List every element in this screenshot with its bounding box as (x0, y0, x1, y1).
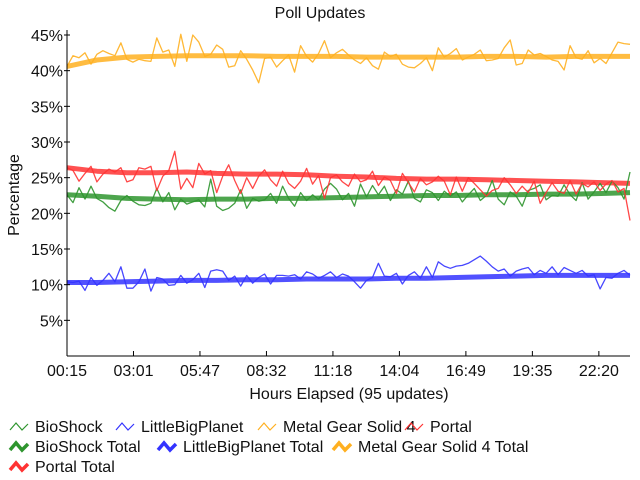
littlebigplanet-line (66, 255, 631, 292)
series-layer (66, 33, 631, 292)
x-tick-label: 22:20 (579, 363, 619, 380)
legend-label: Portal Total (35, 459, 115, 476)
portal-line (66, 150, 631, 221)
x-tick-label: 00:15 (47, 363, 87, 380)
metal-gear-solid-4-line (66, 33, 631, 84)
legend-label: Metal Gear Solid 4 Total (358, 439, 528, 456)
chart-title: Poll Updates (275, 5, 366, 22)
x-tick-label: 19:35 (512, 363, 552, 380)
legend-item: Metal Gear Solid 4 Total (331, 439, 528, 456)
y-tick-label: 15% (31, 242, 63, 259)
legend-item: Portal (404, 419, 472, 436)
portal-total-line (66, 165, 631, 186)
legend-swatch-icon (115, 422, 135, 431)
legend: BioShock LittleBigPlanet Metal Gear Solid … (8, 419, 528, 476)
x-axis-label: Hours Elapsed (95 updates) (249, 386, 448, 403)
x-tick-label: 14:04 (379, 363, 419, 380)
y-tick-label: 40% (31, 64, 63, 81)
y-tick-label: 5% (40, 313, 63, 330)
y-axis-label: Percentage (6, 154, 23, 236)
legend-label: Metal Gear Solid 4 (283, 419, 416, 436)
legend-label: LittleBigPlanet (141, 419, 244, 436)
legend-swatch-icon (331, 440, 353, 453)
legend-item: BioShock (9, 419, 104, 436)
x-tick-label: 11:18 (313, 363, 352, 380)
legend-swatch-icon (404, 422, 424, 431)
legend-item: Metal Gear Solid 4 (257, 419, 416, 436)
y-tick-label: 35% (31, 99, 63, 116)
x-tick-label: 08:32 (246, 363, 286, 380)
axes-layer: 5% 10% 15% 20% 25% 30% 35% 40% 45% 00:15 03:01 05:4… (31, 28, 630, 380)
x-tick-label: 16:49 (446, 363, 486, 380)
legend-item: BioShock Total (8, 439, 141, 456)
x-tick-label: 05:47 (180, 363, 220, 380)
y-tick-label: 20% (31, 206, 63, 223)
y-tick-label: 25% (31, 171, 63, 188)
legend-label: LittleBigPlanet Total (183, 439, 323, 456)
y-tick-label: 30% (31, 135, 63, 152)
legend-swatch-icon (9, 422, 29, 431)
legend-swatch-icon (257, 422, 277, 431)
x-tick-label: 03:01 (113, 363, 153, 380)
legend-swatch-icon (156, 440, 178, 453)
legend-swatch-icon (8, 440, 30, 453)
legend-item: LittleBigPlanet Total (156, 439, 323, 456)
y-tick-label: 10% (31, 278, 63, 295)
legend-label: Portal (430, 419, 472, 436)
legend-label: BioShock Total (35, 439, 141, 456)
legend-item: LittleBigPlanet (115, 419, 244, 436)
y-tick-label: 45% (31, 28, 63, 45)
legend-swatch-icon (8, 460, 30, 473)
legend-label: BioShock (35, 419, 104, 436)
legend-item: Portal Total (8, 459, 115, 476)
